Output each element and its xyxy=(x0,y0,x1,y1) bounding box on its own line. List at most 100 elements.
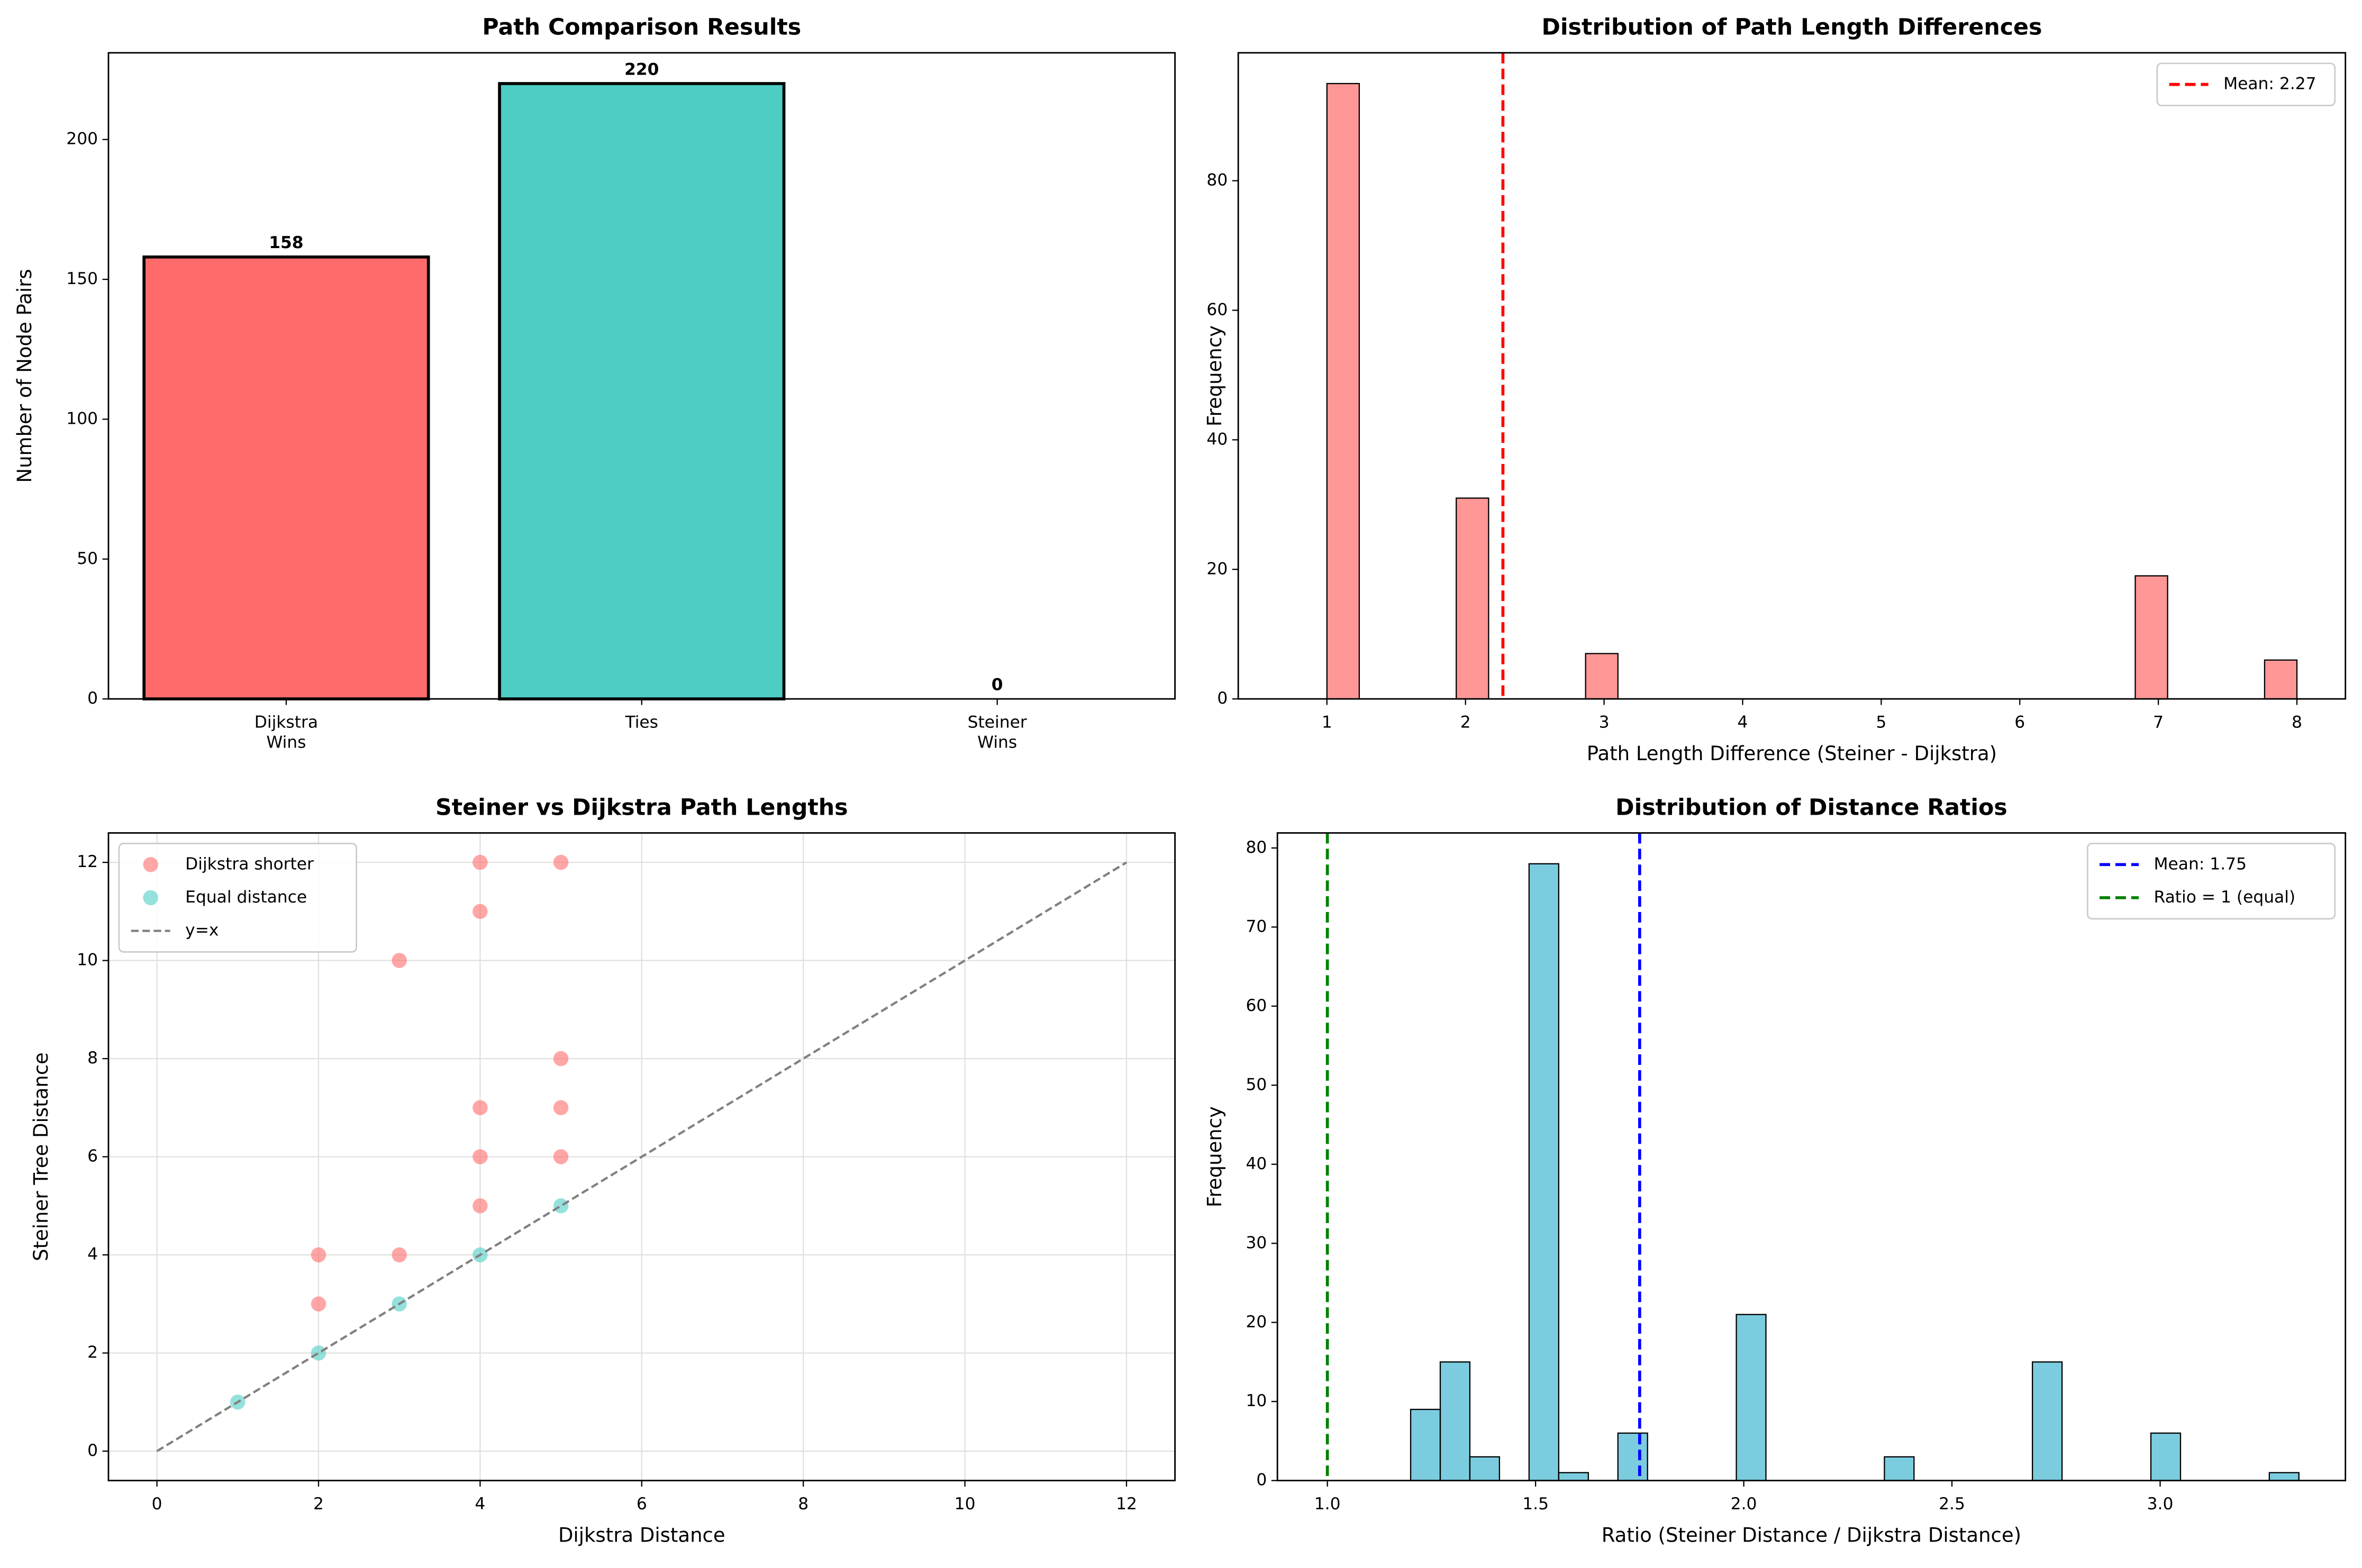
y-tick-label: 0 xyxy=(1217,689,1228,708)
value-label: 220 xyxy=(624,60,659,79)
scatter-point xyxy=(392,1247,407,1263)
x-tick-label: 0 xyxy=(152,1494,162,1514)
y-axis-label: Frequency xyxy=(1203,325,1226,426)
x-tick-label: 1.5 xyxy=(1522,1494,1549,1514)
plot-frame xyxy=(107,832,1176,1482)
legend-box xyxy=(118,843,358,953)
y-tick-label: 12 xyxy=(77,852,98,871)
y-tick-label: 20 xyxy=(1206,559,1228,578)
bar xyxy=(498,82,786,700)
bar xyxy=(142,255,430,700)
chart-title: Distribution of Distance Ratios xyxy=(1615,794,2007,821)
legend: Mean: 1.75 Ratio = 1 (equal) xyxy=(2086,843,2336,920)
scatter-point xyxy=(473,904,488,919)
x-tick-label: Dijkstra Wins xyxy=(255,713,318,752)
x-tick-label: 4 xyxy=(1738,713,1748,732)
y-tick-label: 0 xyxy=(87,689,98,708)
y-tick-label: 0 xyxy=(87,1441,98,1460)
legend-swatch xyxy=(143,890,158,906)
x-tick-label: 6 xyxy=(637,1494,647,1514)
x-tick-label: 8 xyxy=(2292,713,2302,732)
scatter-point xyxy=(473,854,488,870)
subplot: Distribution of Distance Ratios 0 10 20 30 40… xyxy=(1203,794,2347,1547)
scatter-point xyxy=(553,1100,569,1116)
legend-box xyxy=(2086,843,2336,920)
legend: Dijkstra shorter Equal distance y=x xyxy=(118,843,358,953)
y-tick-label: 4 xyxy=(87,1245,98,1264)
x-tick-label: Ties xyxy=(625,713,658,732)
y-tick-label: 20 xyxy=(1246,1312,1267,1332)
chart-title: Path Comparison Results xyxy=(482,14,801,41)
x-tick-label: 8 xyxy=(798,1494,808,1514)
scatter-point xyxy=(392,953,407,968)
x-tick-label: Steiner Wins xyxy=(968,713,1027,752)
y-tick-label: 100 xyxy=(66,409,98,428)
x-tick-label: 2 xyxy=(1460,713,1471,732)
scatter-point xyxy=(311,1296,326,1312)
hist-bar xyxy=(2264,659,2298,700)
x-axis-label: Path Length Difference (Steiner - Dijkst… xyxy=(1587,742,1997,765)
y-tick-label: 10 xyxy=(77,951,98,970)
y-tick-label: 50 xyxy=(77,549,98,568)
plot-frame xyxy=(107,52,1176,700)
hist-bar xyxy=(1410,1409,1441,1481)
scatter-point xyxy=(311,1247,326,1263)
legend-label: Ratio = 1 (equal) xyxy=(2154,888,2296,907)
y-tick-label: 50 xyxy=(1246,1075,1267,1094)
y-tick-label: 80 xyxy=(1246,838,1267,857)
hist-bar xyxy=(1326,83,1360,700)
hist-bar xyxy=(2032,1361,2063,1481)
x-tick-label: 1.0 xyxy=(1314,1494,1341,1514)
scatter-point xyxy=(311,1345,326,1361)
y-tick-label: 40 xyxy=(1246,1154,1267,1173)
hist-bar xyxy=(1617,1432,1648,1481)
y-tick-label: 6 xyxy=(87,1147,98,1166)
hist-bar xyxy=(2134,575,2168,700)
y-axis-label: Steiner Tree Distance xyxy=(30,1052,52,1261)
hist-bar xyxy=(1456,497,1489,700)
legend-label: Mean: 1.75 xyxy=(2154,854,2247,873)
hist-bar xyxy=(1558,1472,1589,1481)
y-axis-label: Frequency xyxy=(1203,1106,1226,1207)
x-tick-label: 6 xyxy=(2014,713,2025,732)
scatter-point xyxy=(473,1100,488,1116)
hist-bar xyxy=(2268,1472,2300,1481)
plot-frame xyxy=(1237,52,2347,700)
x-tick-label: 7 xyxy=(2153,713,2164,732)
y-axis-label: Number of Node Pairs xyxy=(13,269,36,482)
x-tick-label: 2.5 xyxy=(1939,1494,1965,1514)
y-tick-label: 200 xyxy=(66,130,98,149)
subplot: Path Comparison Results 0 50 100 150 200 Dijks… xyxy=(13,14,1176,752)
scatter-point xyxy=(553,1198,569,1214)
subplot: Steiner vs Dijkstra Path Lengths 0 2 4 6 8 10 1… xyxy=(30,794,1176,1547)
y-tick-label: 10 xyxy=(1246,1391,1267,1410)
hist-bar xyxy=(1884,1456,1915,1481)
y-tick-label: 0 xyxy=(1256,1471,1267,1490)
y-tick-label: 30 xyxy=(1246,1233,1267,1252)
hist-bar xyxy=(2150,1432,2182,1481)
hist-bar xyxy=(1585,653,1619,700)
x-tick-label: 4 xyxy=(475,1494,485,1514)
value-label: 158 xyxy=(269,233,303,252)
x-tick-label: 12 xyxy=(1116,1494,1137,1514)
x-axis-label: Ratio (Steiner Distance / Dijkstra Dista… xyxy=(1602,1524,2021,1547)
y-tick-label: 2 xyxy=(87,1343,98,1362)
scatter-point xyxy=(473,1149,488,1164)
hist-bar xyxy=(1528,863,1559,1481)
legend-box xyxy=(2156,62,2336,106)
y-tick-label: 80 xyxy=(1206,171,1228,190)
reference-line xyxy=(156,861,1128,1452)
x-tick-label: 3 xyxy=(1599,713,1610,732)
y-tick-label: 70 xyxy=(1246,917,1267,936)
x-tick-label: 1 xyxy=(1322,713,1332,732)
subplot: Distribution of Path Length Differences 0… xyxy=(1203,14,2347,765)
hist-bar xyxy=(1736,1314,1767,1481)
legend-label: y=x xyxy=(185,921,219,940)
hist-bar xyxy=(1439,1361,1471,1481)
value-label: 0 xyxy=(992,676,1003,695)
x-tick-label: 2.0 xyxy=(1731,1494,1757,1514)
x-axis-label: Dijkstra Distance xyxy=(558,1524,725,1547)
legend-label: Equal distance xyxy=(185,888,307,907)
